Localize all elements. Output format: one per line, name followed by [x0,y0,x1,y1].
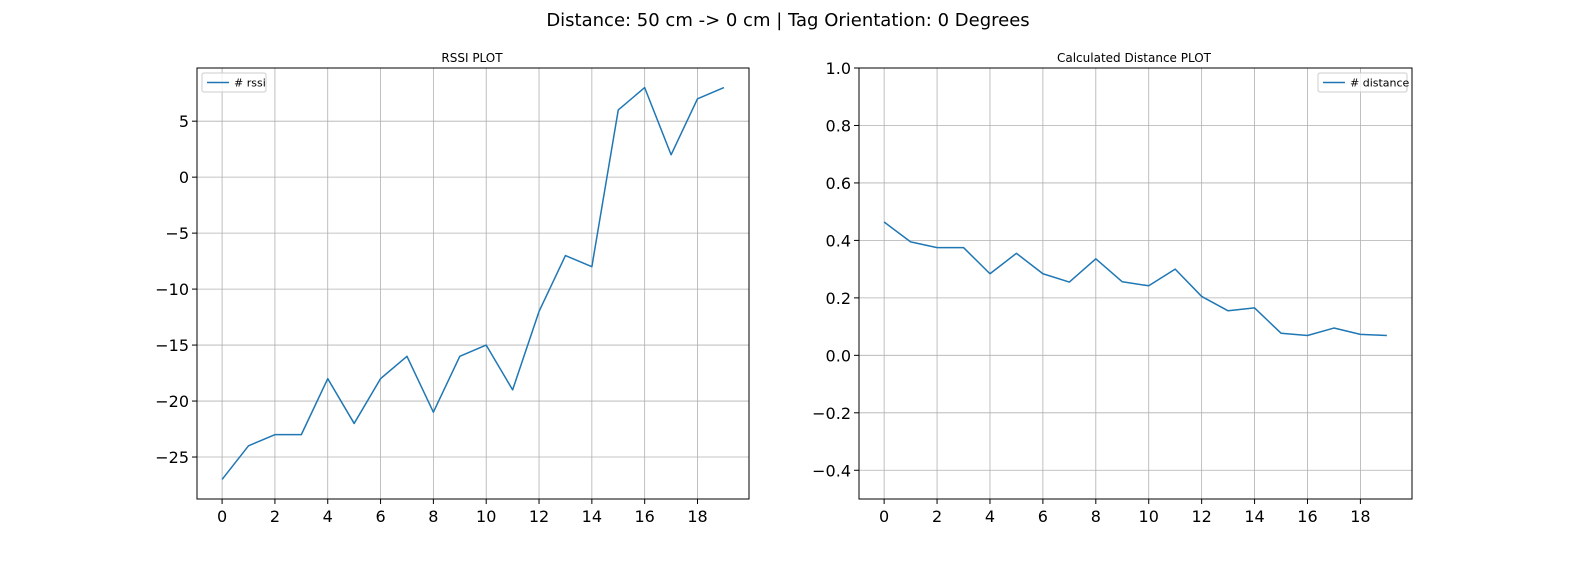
rssi-data-point [300,433,302,435]
distance-data-point [1121,281,1123,283]
distance-series-line [883,221,1387,337]
distance-xtick-label: 8 [1091,507,1101,526]
distance-data-point [1359,333,1361,335]
distance-xtick-label: 2 [932,507,942,526]
rssi-legend: # rssi [201,72,267,93]
rssi-data-point [485,344,487,346]
distance-plot-frame [858,67,1413,500]
rssi-legend-label: # rssi [234,77,266,90]
distance-data-point [1280,332,1282,334]
rssi-data-point [564,254,566,256]
distance-xtick-label: 18 [1350,507,1370,526]
rssi-ytick-label: −20 [155,392,189,411]
rssi-data-point [353,422,355,424]
distance-xtick-label: 4 [985,507,995,526]
distance-data-point [1015,252,1017,254]
distance-grid [859,67,1412,499]
rssi-ytick-label: −10 [155,280,189,299]
rssi-data-point [432,411,434,413]
distance-xtick-label: 12 [1191,507,1211,526]
distance-data-point [1306,334,1308,336]
rssi-data-point [591,266,593,268]
figure-title: Distance: 50 cm -> 0 cm | Tag Orientatio… [546,10,1029,31]
distance-data-point [1148,285,1150,287]
distance-ytick-label: 0.0 [826,346,851,365]
rssi-data-point [327,377,329,379]
rssi-grid [197,68,749,499]
rssi-plot-frame [196,67,750,500]
rssi-data-point [459,355,461,357]
rssi-ticks: 0 2 4 6 8 10 12 14 16 18 −25 −20 −15 −10 −5 0 5 [155,112,707,526]
rssi-series [221,86,725,480]
distance-ytick-label: 0.6 [826,174,851,193]
distance-data-point [909,241,911,243]
rssi-xtick-label: 4 [323,507,333,526]
distance-xtick-label: 0 [879,507,889,526]
distance-data-point [1333,327,1335,329]
rssi-xtick-label: 2 [270,507,280,526]
distance-xtick-label: 16 [1297,507,1317,526]
rssi-plot: RSSI PLOT 0 2 4 6 8 10 12 14 16 18−25−20−15−10−50… [155,51,750,526]
rssi-data-point [406,355,408,357]
rssi-ytick-label: −15 [155,336,189,355]
rssi-xtick-label: 0 [217,507,227,526]
rssi-ytick-label: 5 [179,112,189,131]
distance-ticks: 0 2 4 6 8 10 12 14 16 18 −0.4 −0.2 0.0 0.2 0.4 0.6 0.8 1.… [812,59,1370,526]
distance-legend-label: # distance [1350,77,1410,90]
rssi-data-point [538,310,540,312]
rssi-series-line [221,86,725,480]
rssi-xtick-label: 16 [634,507,654,526]
rssi-xtick-label: 8 [428,507,438,526]
distance-data-point [1068,281,1070,283]
rssi-data-point [511,389,513,391]
distance-data-point [962,246,964,248]
distance-data-point [1227,310,1229,312]
distance-data-point [1042,273,1044,275]
distance-plot-title: Calculated Distance PLOT [1057,51,1212,65]
distance-ytick-label: 1.0 [826,59,851,78]
distance-legend-box [1317,72,1408,93]
rssi-ytick-label: 0 [179,168,189,187]
distance-xtick-label: 14 [1244,507,1264,526]
rssi-xtick-label: 10 [476,507,496,526]
distance-legend: # distance [1317,72,1410,93]
rssi-data-point [723,86,725,88]
rssi-data-point [670,154,672,156]
rssi-plot-title: RSSI PLOT [441,51,503,65]
distance-xtick-label: 10 [1139,507,1159,526]
distance-data-point [936,246,938,248]
distance-xtick-label: 6 [1038,507,1048,526]
rssi-data-point [221,478,223,480]
distance-ytick-label: 0.4 [826,231,851,250]
distance-data-point [1253,307,1255,309]
distance-ytick-label: −0.2 [812,404,851,423]
distance-data-point [989,273,991,275]
rssi-ytick-label: −5 [165,224,189,243]
distance-data-point [1174,268,1176,270]
rssi-legend-box [201,72,267,93]
rssi-xtick-label: 6 [375,507,385,526]
rssi-data-point [274,433,276,435]
rssi-xtick-label: 14 [582,507,602,526]
rssi-data-point [696,98,698,100]
distance-data-point [1386,334,1388,336]
rssi-data-point [643,86,645,88]
distance-series [883,221,1388,337]
distance-ytick-label: 0.2 [826,289,851,308]
rssi-data-point [247,445,249,447]
rssi-data-point [617,109,619,111]
rssi-xtick-label: 18 [687,507,707,526]
rssi-ytick-label: −25 [155,448,189,467]
rssi-xtick-label: 12 [529,507,549,526]
distance-data-point [883,221,885,223]
distance-data-point [1200,295,1202,297]
distance-data-point [1095,258,1097,260]
distance-ytick-label: −0.4 [812,461,851,480]
rssi-data-point [379,377,381,379]
distance-ytick-label: 0.8 [826,116,851,135]
distance-plot: Calculated Distance PLOT 0 2 4 6 8 10 12 14 16 18… [812,51,1413,526]
